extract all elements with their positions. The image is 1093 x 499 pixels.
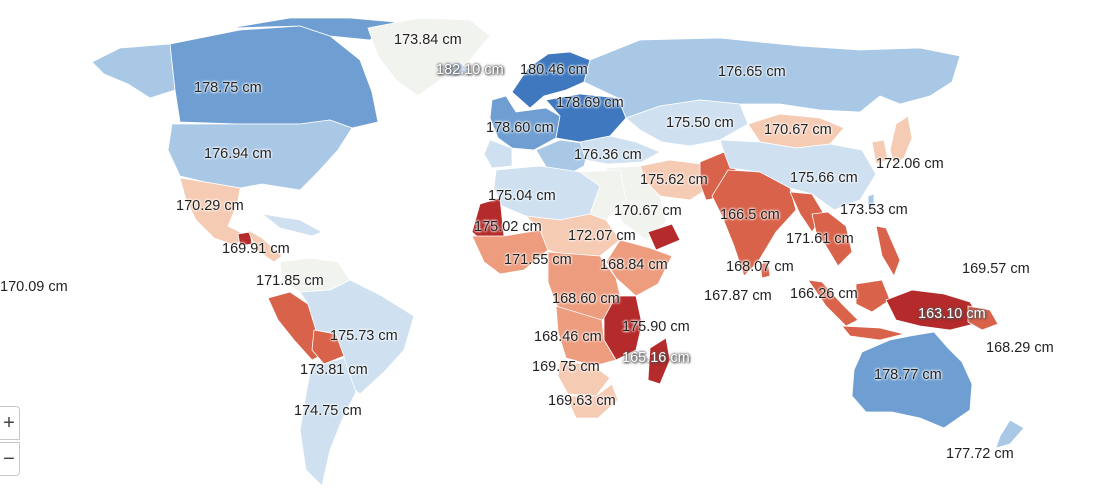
label-usa: 176.94 cm [204, 146, 272, 162]
label-iceland: 182.10 cm [436, 62, 504, 78]
zoom-out-label: − [3, 447, 15, 470]
region-new-zealand[interactable] [995, 419, 1025, 449]
region-australia[interactable] [851, 331, 973, 429]
region-central-america[interactable] [247, 229, 283, 263]
region-usa[interactable] [167, 119, 353, 191]
label-malaysia: 166.26 cm [790, 286, 858, 302]
label-madagascar: 165.16 cm [622, 350, 690, 366]
label-egypt-sudan: 170.67 cm [614, 203, 682, 219]
region-korea[interactable] [871, 139, 889, 165]
label-mauritania: 175.02 cm [474, 219, 542, 235]
label-central-europe: 178.69 cm [556, 95, 624, 111]
label-mongolia: 170.67 cm [764, 122, 832, 138]
region-japan[interactable] [889, 115, 913, 165]
label-horn-africa: 168.84 cm [600, 257, 668, 273]
label-china: 175.66 cm [790, 170, 858, 186]
label-peru-bolivia: 173.81 cm [300, 362, 368, 378]
region-canada[interactable] [169, 25, 379, 129]
region-thailand-indochina[interactable] [811, 211, 853, 267]
region-angola-zambia[interactable] [555, 305, 617, 367]
label-russia: 176.65 cm [718, 64, 786, 80]
region-brazil[interactable] [299, 279, 415, 395]
label-western-europe: 178.60 cm [486, 120, 554, 136]
label-australia: 178.77 cm [874, 367, 942, 383]
label-north-africa: 175.04 cm [488, 188, 556, 204]
region-kazakhstan[interactable] [625, 99, 749, 147]
label-south-africa: 169.63 cm [548, 393, 616, 409]
region-philippines[interactable] [875, 225, 901, 277]
label-new-zealand: 177.72 cm [946, 446, 1014, 462]
label-kazakhstan: 175.50 cm [666, 115, 734, 131]
label-west-africa: 171.55 cm [504, 252, 572, 268]
zoom-in-button[interactable]: + [0, 406, 20, 440]
region-chile-argentina[interactable] [299, 357, 357, 487]
label-korea-japan: 172.06 cm [876, 156, 944, 172]
zoom-out-button[interactable]: − [0, 442, 20, 476]
region-alaska[interactable] [91, 43, 176, 99]
label-taiwan: 173.53 cm [840, 202, 908, 218]
region-guatemala[interactable] [237, 231, 253, 247]
label-brazil: 175.73 cm [330, 328, 398, 344]
label-greenland: 173.84 cm [394, 32, 462, 48]
region-taiwan[interactable] [867, 193, 875, 209]
region-borneo[interactable] [855, 279, 891, 313]
label-namibia: 169.75 cm [532, 359, 600, 375]
region-caribbean[interactable] [261, 213, 323, 237]
region-greenland[interactable] [367, 17, 491, 97]
region-malaysia-sumatra[interactable] [807, 279, 859, 327]
region-iberia[interactable] [483, 139, 513, 169]
region-png[interactable] [967, 305, 999, 331]
region-iceland[interactable] [439, 61, 471, 79]
label-argentina: 174.75 cm [294, 403, 362, 419]
region-ethiopia-somalia[interactable] [605, 239, 673, 297]
label-sri-lanka: 168.07 cm [726, 259, 794, 275]
label-pacific: 169.57 cm [962, 261, 1030, 277]
label-india: 166.5 cm [720, 207, 780, 223]
region-east-africa[interactable] [603, 295, 643, 361]
region-java[interactable] [841, 325, 905, 341]
region-sahel[interactable] [524, 213, 621, 259]
label-indonesia-east: 163.10 cm [918, 306, 986, 322]
label-mexico: 170.29 cm [176, 198, 244, 214]
label-thailand: 171.61 cm [786, 231, 854, 247]
label-png: 168.29 cm [986, 340, 1054, 356]
label-angola: 168.46 cm [534, 329, 602, 345]
label-maldives: 167.87 cm [704, 288, 772, 304]
label-sahel: 172.07 cm [568, 228, 636, 244]
label-central-america: 169.91 cm [222, 241, 290, 257]
region-sri-lanka[interactable] [759, 261, 771, 279]
label-turkey: 176.36 cm [574, 147, 642, 163]
label-colombia: 171.85 cm [256, 273, 324, 289]
label-hawaii: 170.09 cm [0, 279, 68, 295]
region-south-africa[interactable] [565, 383, 619, 419]
label-central-africa: 168.60 cm [552, 291, 620, 307]
label-canada: 178.75 cm [194, 80, 262, 96]
region-turkey-caucasus[interactable] [579, 135, 661, 165]
region-madagascar[interactable] [647, 337, 671, 385]
region-yemen[interactable] [647, 223, 681, 251]
label-iran: 175.62 cm [640, 172, 708, 188]
region-west-africa[interactable] [471, 229, 549, 275]
label-scandinavia: 180.46 cm [520, 62, 588, 78]
label-east-africa: 175.90 cm [622, 319, 690, 335]
region-china[interactable] [719, 139, 877, 211]
zoom-in-label: + [3, 411, 15, 434]
